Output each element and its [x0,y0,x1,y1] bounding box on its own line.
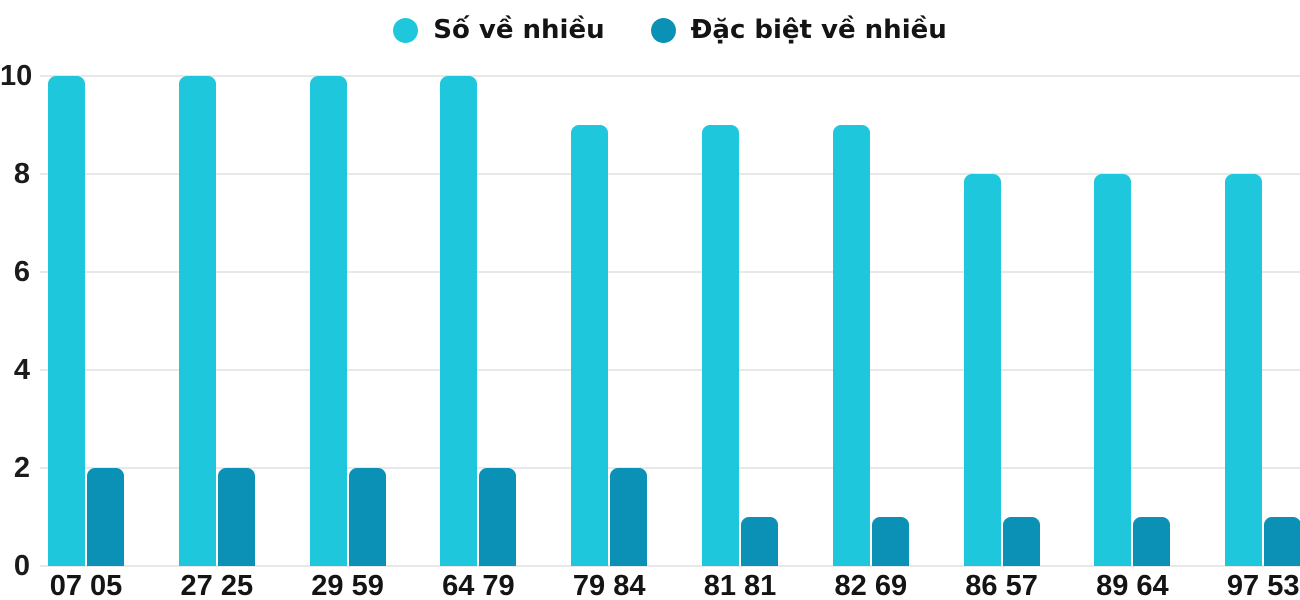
legend-label: Đặc biệt về nhiều [690,15,947,45]
bar-series-1-82-69[interactable] [871,517,909,566]
bar-series-1-29-59[interactable] [348,468,386,566]
x-axis-tick-label: 79 84 [572,570,646,600]
bar-series-0-27-25[interactable] [178,76,216,566]
legend-item-so-ve-nhieu[interactable]: Số về nhiều [393,15,605,45]
x-axis-tick-label: 86 57 [965,570,1038,600]
y-axis-tick-label: 10 [0,60,33,92]
y-axis-tick-label: 4 [13,354,30,386]
bar-series-0-97-53[interactable] [1225,174,1263,566]
bar-series-0-82-69[interactable] [832,125,870,566]
x-axis-tick-label: 97 53 [1226,570,1300,600]
bar-series-0-79-84[interactable] [571,125,609,566]
bar-series-0-29-59[interactable] [309,76,347,566]
legend: Số về nhiều Đặc biệt về nhiều [40,10,1300,50]
bar-series-1-07-05[interactable] [87,468,124,566]
x-axis-tick-label: 29 59 [311,570,384,600]
gridline [40,565,1300,567]
x-axis-tick-label: 89 64 [1096,570,1169,600]
bar-series-0-64-79[interactable] [440,76,478,566]
gridline [40,173,1300,175]
legend-label: Số về nhiều [433,15,605,45]
y-axis-tick-label: 2 [13,452,30,484]
bar-series-1-64-79[interactable] [479,468,517,566]
x-axis-tick-label: 81 81 [703,570,777,600]
y-axis-tick-label: 0 [13,550,30,582]
x-axis-tick-label: 82 69 [834,570,908,600]
x-axis-tick-label: 64 79 [442,570,515,600]
x-axis-tick-label: 07 05 [49,570,123,600]
y-axis-tick-label: 8 [13,158,30,190]
legend-item-dac-biet-ve-nhieu[interactable]: Đặc biệt về nhiều [650,15,947,45]
gridline [40,271,1300,273]
bar-series-1-81-81[interactable] [741,517,778,566]
gridline [40,467,1300,469]
bar-series-1-27-25[interactable] [217,468,255,566]
bar-series-0-89-64[interactable] [1094,174,1132,566]
gridline [40,75,1300,77]
y-axis-tick-label: 6 [13,256,30,288]
bar-series-1-89-64[interactable] [1133,517,1171,566]
legend-swatch-circle-icon [650,17,676,43]
legend-swatch-circle-icon [393,17,419,43]
gridline [40,369,1300,371]
bar-series-0-86-57[interactable] [963,174,1001,566]
bar-series-1-79-84[interactable] [610,468,648,566]
bar-series-1-97-53[interactable] [1264,517,1300,566]
bar-series-0-07-05[interactable] [48,76,85,566]
bar-series-0-81-81[interactable] [702,125,739,566]
bar-series-1-86-57[interactable] [1002,517,1040,566]
x-axis-tick-label: 27 25 [180,570,254,600]
